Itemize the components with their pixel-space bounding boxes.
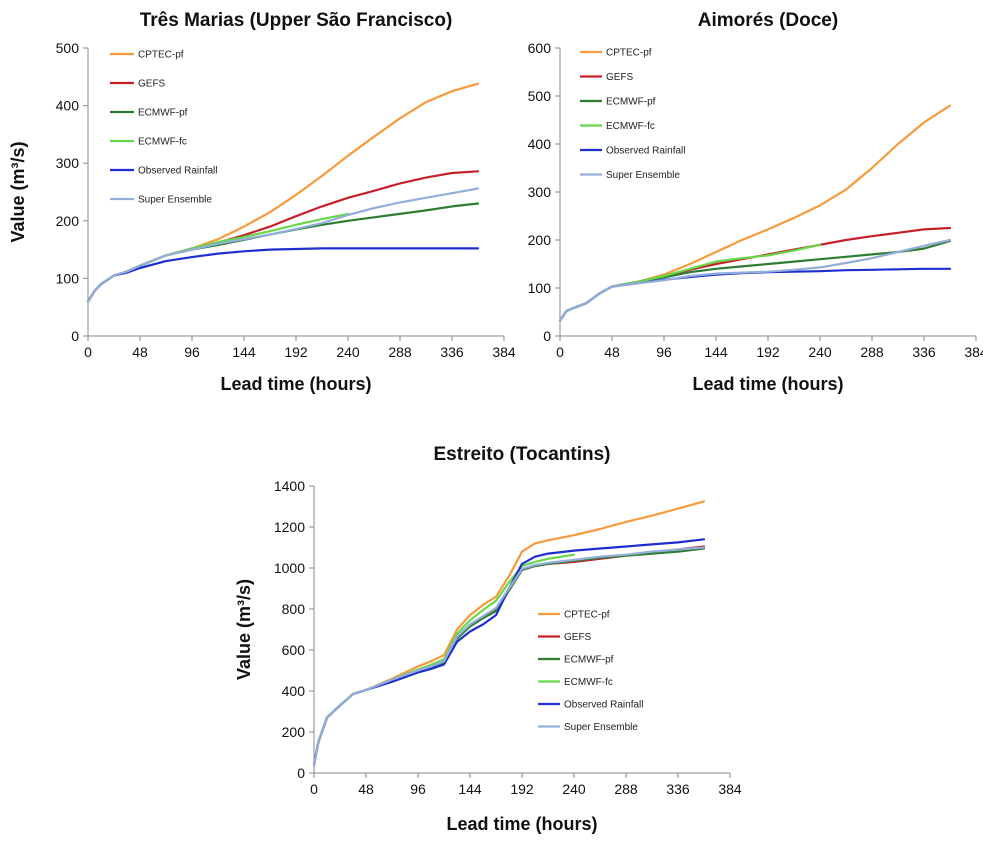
chart-3-y-tick-label: 1000 (274, 560, 305, 576)
chart-3-y-axis-label: Value (m³/s) (234, 579, 254, 680)
chart-1-x-tick-label: 0 (84, 344, 92, 360)
chart-3-legend-label-super-ensemble: Super Ensemble (564, 722, 638, 733)
chart-2-x-axis-label: Lead time (hours) (692, 374, 843, 394)
chart-1-y-axis-label: Value (m³/s) (8, 141, 28, 242)
chart-3-y-tick-label: 1200 (274, 519, 305, 535)
chart-2-x-tick-label: 48 (604, 344, 620, 360)
chart-1-x-tick-label: 144 (232, 344, 256, 360)
chart-1-series-super-ensemble (86, 187, 480, 303)
chart-3-title: Estreito (Tocantins) (434, 444, 611, 465)
chart-3-series-gefs (312, 545, 706, 766)
chart-3-x-tick-label: 288 (614, 781, 638, 797)
chart-1-title: Três Marias (Upper São Francisco) (140, 10, 453, 31)
chart-1-x-tick-label: 336 (440, 344, 464, 360)
chart-2-x-tick-label: 96 (656, 344, 672, 360)
chart-3-x-tick-label: 336 (666, 781, 690, 797)
chart-2-x-tick-label: 192 (756, 344, 780, 360)
chart-3-series-super-ensemble (312, 546, 706, 766)
chart-1-series-ecmwf-pf (86, 202, 480, 303)
chart-2-series-super-ensemble (558, 238, 952, 322)
chart-3-y-tick-label: 0 (297, 765, 305, 781)
chart-2-x-tick-label: 144 (704, 344, 728, 360)
chart-2-x-tick-label: 288 (860, 344, 884, 360)
chart-3-y-tick-label: 200 (282, 724, 306, 740)
chart-1-series-observed-rainfall (86, 247, 480, 303)
chart-2-y-tick-label: 300 (528, 184, 552, 200)
chart-2-y-tick-label: 600 (528, 40, 552, 56)
chart-3-x-tick-label: 144 (458, 781, 482, 797)
chart-1-series-gefs (86, 170, 480, 303)
chart-3-x-tick-label: 48 (358, 781, 374, 797)
chart-2-x-tick-label: 240 (808, 344, 832, 360)
chart-3-x-tick-label: 96 (410, 781, 426, 797)
chart-1-legend-label-ecmwf-fc: ECMWF-fc (138, 137, 187, 148)
chart-1-x-tick-label: 288 (388, 344, 412, 360)
chart-1-y-tick-label: 100 (56, 270, 80, 286)
chart-2-y-tick-label: 100 (528, 280, 552, 296)
chart-2-legend-label-super-ensemble: Super Ensemble (606, 170, 680, 181)
chart-1-legend-label-observed-rainfall: Observed Rainfall (138, 166, 217, 177)
chart-3-x-tick-label: 0 (310, 781, 318, 797)
chart-1-y-tick-label: 500 (56, 40, 80, 56)
chart-3-x-tick-label: 240 (562, 781, 586, 797)
chart-3-series-cptec-pf (312, 500, 706, 766)
chart-3-legend-label-observed-rainfall: Observed Rainfall (564, 700, 643, 711)
chart-1-x-tick-label: 240 (336, 344, 360, 360)
chart-3-legend-label-ecmwf-pf: ECMWF-pf (564, 655, 614, 666)
chart-1-legend-label-ecmwf-pf: ECMWF-pf (138, 108, 188, 119)
chart-3-x-tick-label: 192 (510, 781, 534, 797)
chart-1-legend-label-gefs: GEFS (138, 79, 166, 90)
chart-1-y-tick-label: 400 (56, 98, 80, 114)
chart-2-title: Aimorés (Doce) (698, 10, 838, 31)
chart-3-x-tick-label: 384 (718, 781, 742, 797)
chart-2-series-observed-rainfall (558, 267, 952, 322)
chart-3-y-tick-label: 800 (282, 601, 306, 617)
chart-3-legend-label-ecmwf-fc: ECMWF-fc (564, 677, 613, 688)
chart-1-legend-label-super-ensemble: Super Ensemble (138, 195, 212, 206)
chart-1-x-tick-label: 192 (284, 344, 308, 360)
chart-2-series-ecmwf-fc (558, 243, 822, 322)
chart-1-x-axis-label: Lead time (hours) (220, 374, 371, 394)
chart-1-y-tick-label: 0 (71, 328, 79, 344)
chart-1-y-tick-label: 300 (56, 155, 80, 171)
chart-3-legend-label-gefs: GEFS (564, 632, 592, 643)
chart-2-legend-label-observed-rainfall: Observed Rainfall (606, 146, 685, 157)
chart-1-legend-label-cptec-pf: CPTEC-pf (138, 50, 184, 61)
chart-2-y-tick-label: 400 (528, 136, 552, 152)
chart-2-x-tick-label: 0 (556, 344, 564, 360)
chart-2-y-tick-label: 500 (528, 88, 552, 104)
chart-2-series-gefs (558, 226, 952, 322)
chart-2-y-tick-label: 200 (528, 232, 552, 248)
chart-2-x-tick-label: 336 (912, 344, 936, 360)
chart-2-series-cptec-pf (558, 104, 952, 322)
chart-2-legend-label-cptec-pf: CPTEC-pf (606, 48, 652, 59)
chart-3-y-tick-label: 1400 (274, 478, 305, 494)
chart-3-x-axis-label: Lead time (hours) (446, 814, 597, 834)
chart-3-y-tick-label: 600 (282, 642, 306, 658)
chart-2-y-tick-label: 0 (543, 328, 551, 344)
chart-3-legend-label-cptec-pf: CPTEC-pf (564, 610, 610, 621)
chart-1-x-tick-label: 384 (492, 344, 516, 360)
chart-2-legend-label-ecmwf-pf: ECMWF-pf (606, 97, 656, 108)
chart-2-legend-label-ecmwf-fc: ECMWF-fc (606, 121, 655, 132)
chart-2-x-tick-label: 384 (964, 344, 983, 360)
chart-1-y-tick-label: 200 (56, 213, 80, 229)
chart-3-y-tick-label: 400 (282, 683, 306, 699)
chart-2-legend-label-gefs: GEFS (606, 72, 634, 83)
chart-1-x-tick-label: 48 (132, 344, 148, 360)
chart-3-series-observed-rainfall (312, 538, 706, 766)
chart-1-x-tick-label: 96 (184, 344, 200, 360)
